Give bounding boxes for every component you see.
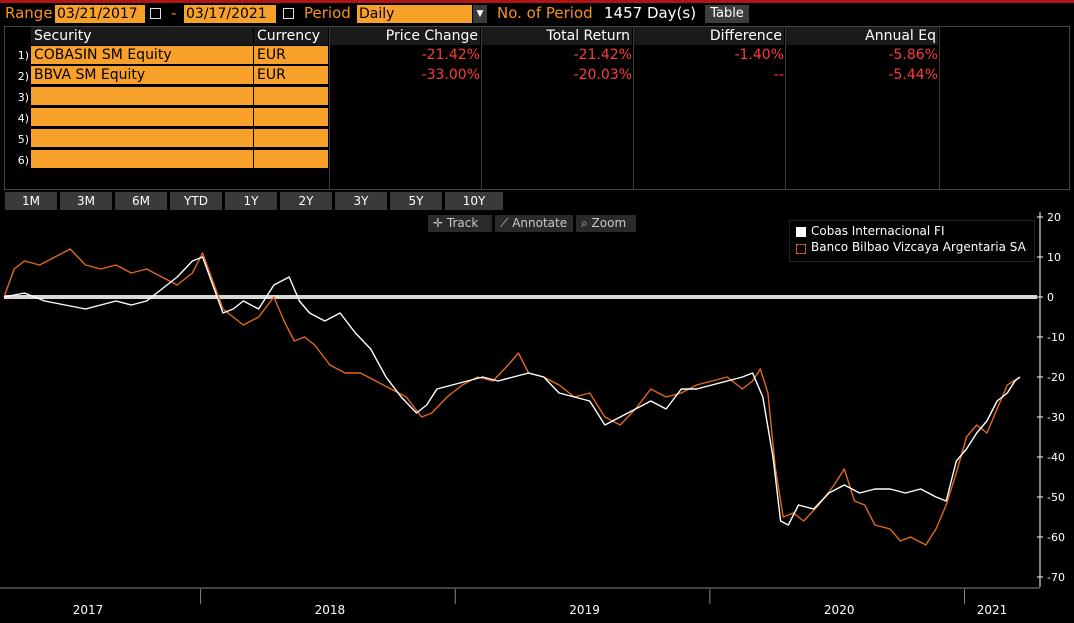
currency-cell[interactable] — [254, 87, 328, 106]
x-tick-label: 2017 — [73, 603, 104, 617]
currency-cell[interactable]: EUR — [254, 46, 328, 65]
y-tick-label: 20 — [1047, 212, 1061, 224]
chevron-down-icon[interactable]: ▼ — [473, 5, 487, 23]
annual-eq-cell: -5.86% — [888, 47, 938, 63]
period-button-10y[interactable]: 10Y — [445, 192, 503, 210]
currency-cell[interactable] — [254, 150, 328, 169]
period-button-5y[interactable]: 5Y — [390, 192, 442, 210]
header-currency[interactable]: Currency — [254, 27, 328, 45]
difference-cell: -- — [773, 67, 784, 83]
annotate-tool[interactable]: ⟋ Annotate — [495, 215, 573, 232]
legend-swatch-cobas — [796, 227, 806, 237]
table-button[interactable]: Table — [705, 5, 749, 23]
security-cell[interactable] — [31, 108, 253, 127]
security-cell[interactable]: BBVA SM Equity — [31, 66, 253, 85]
track-tool[interactable]: ✛ Track — [428, 215, 492, 232]
security-cell[interactable] — [31, 129, 253, 148]
period-button-2y[interactable]: 2Y — [280, 192, 332, 210]
period-button-6m[interactable]: 6M — [115, 192, 167, 210]
y-tick-label: -50 — [1047, 491, 1065, 504]
range-label: Range — [5, 4, 53, 22]
header-total-return[interactable]: Total Return — [482, 27, 632, 45]
legend-label-cobas: Cobas Internacional FI — [811, 224, 945, 238]
zoom-label: Zoom — [591, 216, 627, 230]
calendar-icon[interactable] — [150, 8, 161, 19]
zoom-tool[interactable]: ⌕ Zoom — [576, 215, 636, 232]
security-cell[interactable] — [31, 87, 253, 106]
difference-cell: -1.40% — [734, 47, 784, 63]
row-number: 5) — [17, 133, 29, 146]
annotate-label: Annotate — [512, 216, 568, 230]
date-separator: - — [171, 4, 177, 22]
y-tick-label: -30 — [1047, 411, 1065, 424]
total-return-cell: -21.42% — [573, 47, 632, 63]
magnifier-icon: ⌕ — [581, 216, 592, 230]
column-divider — [329, 27, 330, 189]
top-accent-strip — [0, 0, 1074, 3]
header-price-change[interactable]: Price Change — [330, 27, 480, 45]
track-label: Track — [446, 216, 479, 230]
y-tick-label: -10 — [1047, 331, 1065, 344]
start-date-field[interactable]: 03/21/2017 — [55, 5, 145, 23]
row-number: 6) — [17, 154, 29, 167]
column-divider — [785, 27, 786, 189]
period-button-1y[interactable]: 1Y — [225, 192, 277, 210]
row-number: 3) — [17, 91, 29, 104]
security-cell[interactable] — [31, 150, 253, 169]
y-tick-label: 0 — [1047, 291, 1054, 304]
column-divider — [939, 27, 940, 189]
num-period-value: 1457 Day(s) — [604, 4, 697, 22]
header-annual-eq[interactable]: Annual Eq — [786, 27, 938, 45]
x-tick-label: 2020 — [824, 603, 855, 617]
end-date-field[interactable]: 03/17/2021 — [184, 5, 276, 23]
annual-eq-cell: -5.44% — [888, 67, 938, 83]
price-change-cell: -21.42% — [421, 47, 480, 63]
period-select[interactable]: Daily — [357, 5, 472, 23]
total-return-cell: -20.03% — [573, 67, 632, 83]
y-tick-label: -60 — [1047, 531, 1065, 544]
column-divider — [481, 27, 482, 189]
performance-chart: 20 10 0 -10 -20 -30 -40 -50 -60 -70 2017 2018 2019 20… — [0, 212, 1065, 617]
currency-cell[interactable] — [254, 129, 328, 148]
legend-swatch-bbva — [796, 244, 806, 254]
header-difference[interactable]: Difference — [634, 27, 784, 45]
crosshair-icon: ✛ — [433, 216, 447, 230]
legend-label-bbva: Banco Bilbao Vizcaya Argentaria SA — [811, 240, 1026, 254]
num-period-label: No. of Period — [497, 4, 593, 22]
period-button-ytd[interactable]: YTD — [170, 192, 222, 210]
period-button-1m[interactable]: 1M — [5, 192, 57, 210]
period-label: Period — [304, 4, 351, 22]
security-cell[interactable]: COBASIN SM Equity — [31, 46, 253, 65]
chart-legend — [789, 220, 1035, 262]
series-line-cobas — [3, 256, 1021, 526]
period-button-3y[interactable]: 3Y — [335, 192, 387, 210]
y-tick-label: -40 — [1047, 451, 1065, 464]
x-tick-label: 2018 — [315, 603, 346, 617]
calendar-icon[interactable] — [283, 8, 294, 19]
row-number: 2) — [17, 70, 29, 83]
column-divider — [633, 27, 634, 189]
price-change-cell: -33.00% — [421, 67, 480, 83]
y-tick-label: -70 — [1047, 571, 1065, 584]
row-number: 1) — [17, 49, 29, 62]
y-tick-label: -20 — [1047, 371, 1065, 384]
currency-cell[interactable] — [254, 108, 328, 127]
pencil-icon: ⟋ — [500, 216, 513, 230]
period-button-3m[interactable]: 3M — [60, 192, 112, 210]
x-tick-label: 2021 — [977, 603, 1008, 617]
header-security[interactable]: Security — [31, 27, 253, 45]
row-number: 4) — [17, 112, 29, 125]
y-tick-label: 10 — [1047, 251, 1061, 264]
x-tick-label: 2019 — [569, 603, 600, 617]
currency-cell[interactable]: EUR — [254, 66, 328, 85]
